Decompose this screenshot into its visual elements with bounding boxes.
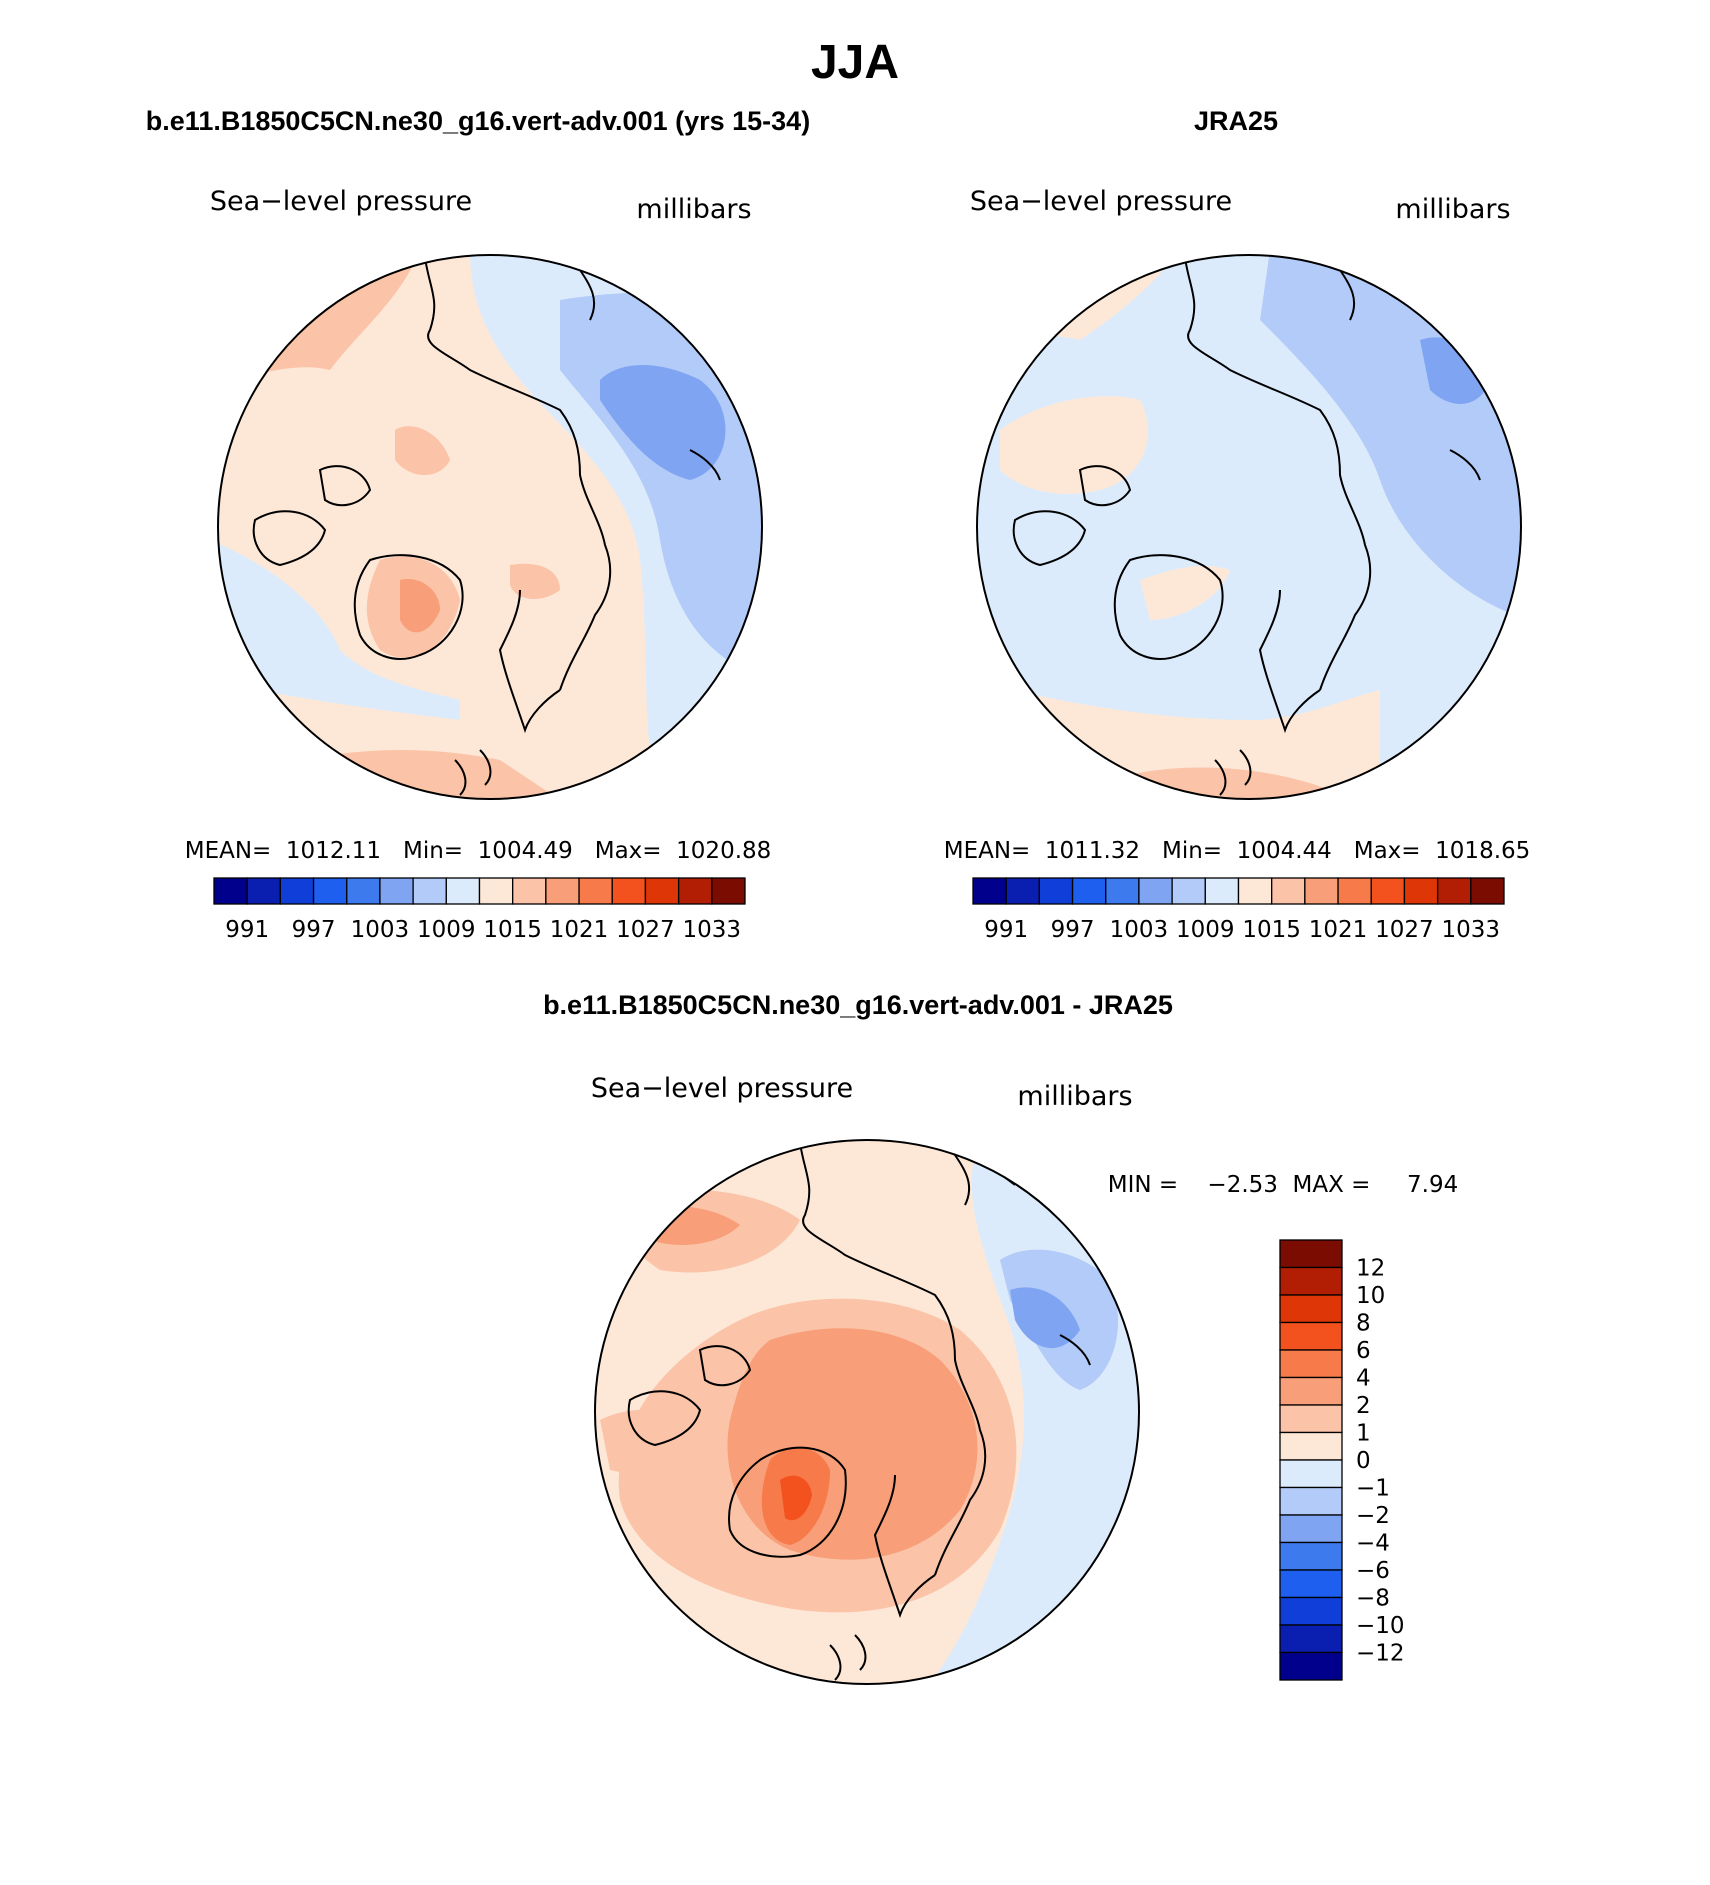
obs-colorbar-swatch: [1204, 877, 1240, 905]
diff-colorbar-level-label: 2: [1356, 1393, 1371, 1419]
model-colorbar-swatch: [644, 877, 680, 905]
diff-colorbar-swatch: [1279, 1266, 1343, 1296]
obs-colorbar-swatch: [1105, 877, 1140, 905]
model-colorbar-tick-label: 1033: [683, 917, 742, 943]
obs-colorbar-tick-label: 1003: [1110, 917, 1169, 943]
model-colorbar-swatch: [213, 877, 248, 905]
obs-colorbar-tick-label: 1015: [1242, 917, 1301, 943]
obs-colorbar-swatch: [972, 877, 1007, 905]
diff-colorbar-level-label: 4: [1356, 1366, 1371, 1392]
panel-obs-units-label: millibars: [1395, 194, 1510, 225]
model-colorbar-swatch: [445, 877, 481, 905]
diff-colorbar-swatch: [1279, 1459, 1343, 1489]
model-colorbar-swatch: [279, 877, 315, 905]
diff-colorbar-level-label: 12: [1356, 1256, 1385, 1282]
panel-diff-heading: b.e11.B1850C5CN.ne30_g16.vert-adv.001 - …: [543, 990, 1173, 1020]
diff-colorbar-swatch: [1279, 1569, 1343, 1599]
diff-colorbar-swatch: [1279, 1431, 1343, 1461]
diff-colorbar-level-label: 1: [1356, 1421, 1371, 1447]
diff-colorbar-swatch: [1279, 1486, 1343, 1516]
panel-model-stats: MEAN= 1012.11 Min= 1004.49 Max= 1020.88: [185, 838, 772, 864]
obs-colorbar-swatch: [1005, 877, 1041, 905]
obs-colorbar-swatch: [1403, 877, 1439, 905]
diff-colorbar-level-label: −2: [1356, 1503, 1390, 1529]
diff-colorbar-level-label: −6: [1356, 1558, 1390, 1584]
model-colorbar-swatch: [512, 877, 547, 905]
diff-colorbar-swatch: [1279, 1514, 1343, 1544]
panel-model-field-label: Sea−level pressure: [210, 186, 472, 217]
diff-colorbar-level-label: −8: [1356, 1586, 1390, 1612]
panel-obs-heading: JRA25: [1194, 106, 1278, 136]
diff-colorbar-level-label: −4: [1356, 1531, 1390, 1557]
model-colorbar-tick-label: 997: [292, 917, 336, 943]
diff-colorbar-swatch: [1279, 1239, 1343, 1269]
obs-colorbar-tick-label: 1009: [1176, 917, 1235, 943]
model-colorbar-swatch: [246, 877, 282, 905]
diff-colorbar-swatch: [1279, 1624, 1343, 1654]
panel-obs-map: [976, 254, 1522, 800]
model-colorbar-tick-label: 1009: [417, 917, 476, 943]
model-colorbar-tick-label: 1015: [483, 917, 542, 943]
obs-colorbar-tick-label: 991: [984, 917, 1028, 943]
obs-colorbar-swatch: [1237, 877, 1273, 905]
model-colorbar-swatch: [412, 877, 447, 905]
obs-colorbar-swatch: [1171, 877, 1206, 905]
panel-diff-units-label: millibars: [1017, 1081, 1132, 1112]
obs-colorbar-tick-label: 1033: [1442, 917, 1501, 943]
panel-model-colorbar: 991 997 1003 1009 1015 1021 1027 1033: [213, 877, 746, 943]
season-title: JJA: [811, 36, 899, 89]
diff-colorbar-swatch: [1279, 1541, 1343, 1571]
model-colorbar-tick-label: 1021: [550, 917, 609, 943]
obs-colorbar-swatch: [1304, 877, 1339, 905]
model-colorbar-swatch: [478, 877, 514, 905]
diff-colorbar-swatch: [1279, 1404, 1343, 1434]
panel-obs-field-label: Sea−level pressure: [970, 186, 1232, 217]
diff-colorbar-swatch: [1279, 1596, 1343, 1626]
model-colorbar-swatch: [346, 877, 381, 905]
model-colorbar-swatch: [677, 877, 713, 905]
diff-colorbar-level-label: 10: [1356, 1283, 1385, 1309]
panel-model-map: [217, 254, 763, 800]
panel-model-units-label: millibars: [636, 194, 751, 225]
panel-diff-stats: MIN = −2.53 MAX = 7.94: [1108, 1172, 1458, 1198]
obs-colorbar-swatch: [1370, 877, 1406, 905]
obs-colorbar-tick-label: 1027: [1375, 917, 1434, 943]
model-colorbar-swatch: [611, 877, 647, 905]
diff-colorbar-swatch: [1279, 1349, 1343, 1379]
diff-colorbar-level-label: −12: [1356, 1641, 1405, 1667]
obs-colorbar-swatch: [1271, 877, 1306, 905]
diff-colorbar-swatch: [1279, 1294, 1343, 1324]
diff-colorbar-level-label: 8: [1356, 1311, 1371, 1337]
panel-obs-stats: MEAN= 1011.32 Min= 1004.44 Max= 1018.65: [944, 838, 1531, 864]
model-colorbar-swatch: [711, 877, 746, 905]
model-colorbar-swatch: [578, 877, 613, 905]
panel-model-heading: b.e11.B1850C5CN.ne30_g16.vert-adv.001 (y…: [146, 106, 810, 136]
obs-colorbar-swatch: [1071, 877, 1107, 905]
panel-diff-field-label: Sea−level pressure: [591, 1073, 853, 1104]
panel-diff-map: [594, 1139, 1140, 1685]
diff-colorbar-swatch: [1279, 1376, 1343, 1406]
obs-colorbar-tick-label: 1021: [1309, 917, 1368, 943]
model-colorbar-swatch: [379, 877, 414, 905]
model-colorbar-swatch: [312, 877, 348, 905]
model-colorbar-swatch: [545, 877, 580, 905]
diff-colorbar-level-label: 0: [1356, 1448, 1371, 1474]
obs-colorbar-swatch: [1436, 877, 1472, 905]
diff-colorbar-swatch: [1279, 1651, 1343, 1681]
diff-colorbar-level-label: 6: [1356, 1338, 1371, 1364]
model-colorbar-tick-label: 1003: [351, 917, 410, 943]
model-colorbar-tick-label: 991: [225, 917, 269, 943]
diff-colorbar-level-label: −1: [1356, 1476, 1390, 1502]
obs-colorbar-swatch: [1470, 877, 1505, 905]
panel-obs-colorbar: 991 997 1003 1009 1015 1021 1027 1033: [972, 877, 1505, 943]
obs-colorbar-swatch: [1337, 877, 1372, 905]
diff-colorbar-swatch: [1279, 1321, 1343, 1351]
obs-colorbar-tick-label: 997: [1051, 917, 1095, 943]
diff-colorbar-level-label: −10: [1356, 1613, 1405, 1639]
obs-colorbar-swatch: [1038, 877, 1074, 905]
model-colorbar-tick-label: 1027: [616, 917, 675, 943]
obs-colorbar-swatch: [1138, 877, 1173, 905]
